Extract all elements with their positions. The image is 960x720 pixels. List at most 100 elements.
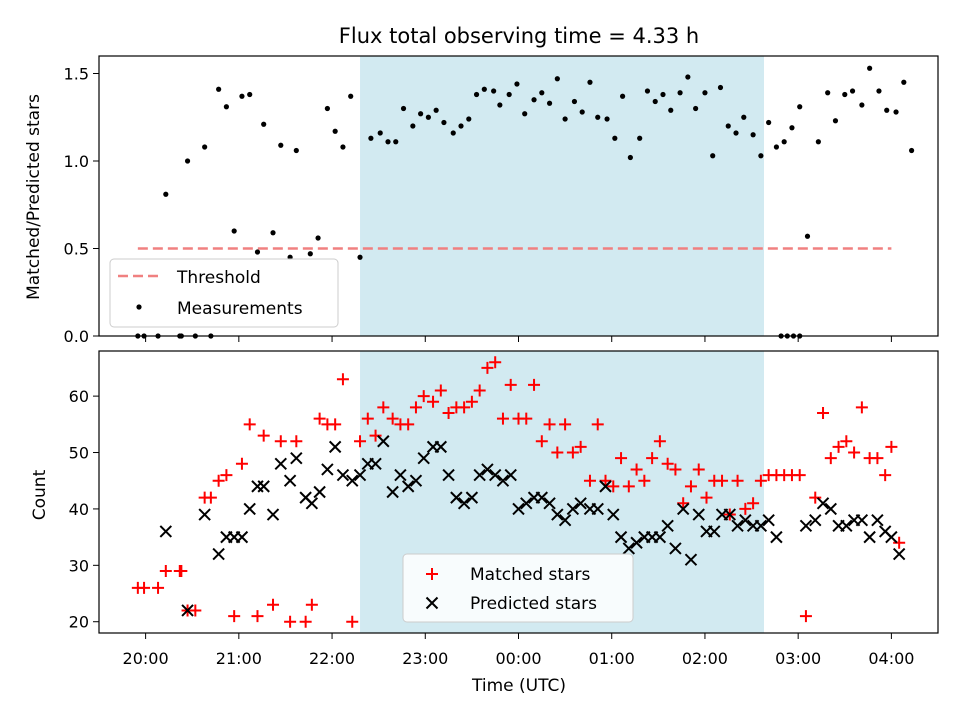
y-tick-label: 40	[69, 500, 89, 519]
matched-point	[692, 463, 705, 476]
matched-point	[817, 407, 830, 420]
predicted-point	[305, 497, 319, 510]
measurement-point	[908, 147, 915, 154]
x-tick-label: 21:00	[216, 649, 262, 668]
measurement-point	[893, 109, 899, 115]
matched-point	[574, 440, 587, 453]
predicted-point	[809, 513, 822, 527]
matched-point	[535, 435, 548, 448]
x-tick-label: 02:00	[682, 649, 728, 668]
measurement-point	[202, 144, 208, 150]
measurement-point	[677, 90, 683, 96]
measurement-point	[473, 91, 480, 98]
matched-point	[607, 480, 620, 493]
measurement-point	[491, 88, 497, 94]
predicted-point	[669, 542, 682, 555]
matched-point	[630, 463, 643, 476]
measurement-point	[239, 93, 245, 99]
x-tick-label: 00:00	[495, 649, 541, 668]
measurement-point	[247, 91, 253, 98]
measurement-point	[231, 228, 237, 234]
y-tick-label: 50	[69, 444, 89, 463]
measurement-point	[562, 116, 568, 122]
matched-point	[204, 491, 217, 504]
matched-point	[840, 435, 853, 448]
predicted-point	[630, 536, 643, 549]
matched-point	[832, 440, 845, 453]
predicted-point	[159, 525, 173, 538]
predicted-point	[369, 457, 382, 471]
matched-point	[235, 457, 248, 470]
measurement-point	[766, 119, 772, 126]
predicted-point	[473, 468, 486, 482]
matched-point	[386, 412, 399, 425]
predicted-point	[574, 497, 587, 510]
matched-point	[473, 384, 486, 397]
matched-point	[329, 418, 342, 431]
matched-point	[313, 412, 326, 425]
matched-point	[677, 497, 690, 510]
predicted-point	[353, 468, 367, 482]
measurement-point	[546, 100, 553, 106]
matched-point	[369, 429, 382, 442]
measurement-point	[410, 123, 416, 129]
predicted-point	[235, 530, 249, 544]
matched-point	[559, 418, 572, 431]
matched-point	[653, 435, 666, 448]
predicted-point	[488, 468, 502, 482]
measurement-point	[324, 105, 330, 112]
predicted-point	[684, 553, 698, 566]
x-tick-label: 20:00	[123, 649, 169, 668]
predicted-point	[816, 497, 830, 510]
matched-point	[465, 395, 478, 408]
measurement-point	[254, 249, 261, 255]
measurement-point	[307, 251, 313, 257]
measurement-point	[514, 81, 520, 87]
predicted-point	[863, 530, 876, 544]
measurement-point	[717, 84, 724, 91]
legend-box	[109, 258, 339, 328]
matched-point	[220, 469, 233, 482]
matched-point	[520, 412, 533, 425]
measurement-point	[497, 102, 503, 108]
y-tick-label: 20	[69, 613, 89, 632]
measurement-point	[644, 88, 651, 94]
matched-point	[622, 480, 635, 493]
legend-measurements-label: Measurements	[177, 299, 303, 319]
observing-span-shade	[360, 56, 764, 336]
legend-predicted-swatch	[425, 596, 439, 610]
matched-point	[879, 469, 892, 482]
matched-point	[646, 452, 659, 465]
matched-point	[799, 610, 812, 623]
x-tick-label: 01:00	[589, 649, 635, 668]
predicted-point	[731, 519, 744, 533]
bottom-y-axis-label: Count	[30, 469, 50, 520]
measurement-point	[741, 114, 747, 120]
matched-point	[543, 418, 556, 431]
legend-matched-label: Matched stars	[470, 565, 590, 585]
predicted-point	[512, 502, 525, 516]
predicted-point	[558, 513, 572, 527]
measurement-point	[789, 125, 795, 131]
predicted-point	[871, 513, 884, 527]
predicted-point	[520, 497, 533, 510]
predicted-point	[328, 440, 342, 454]
predicted-point	[465, 491, 479, 504]
predicted-point	[504, 468, 517, 482]
measurement-point	[859, 102, 865, 108]
matched-point	[458, 401, 471, 414]
matched-point	[739, 502, 752, 515]
measurement-point	[733, 130, 739, 136]
measurement-point	[685, 74, 691, 80]
measurement-point	[441, 119, 447, 126]
measurement-point	[554, 76, 560, 82]
predicted-point	[591, 502, 604, 516]
matched-point	[566, 446, 579, 459]
measurement-point	[332, 128, 338, 134]
measurement-point	[876, 88, 882, 94]
measurement-point	[368, 135, 374, 141]
predicted-point	[892, 547, 906, 561]
predicted-point	[496, 474, 510, 487]
matched-point	[669, 463, 682, 476]
